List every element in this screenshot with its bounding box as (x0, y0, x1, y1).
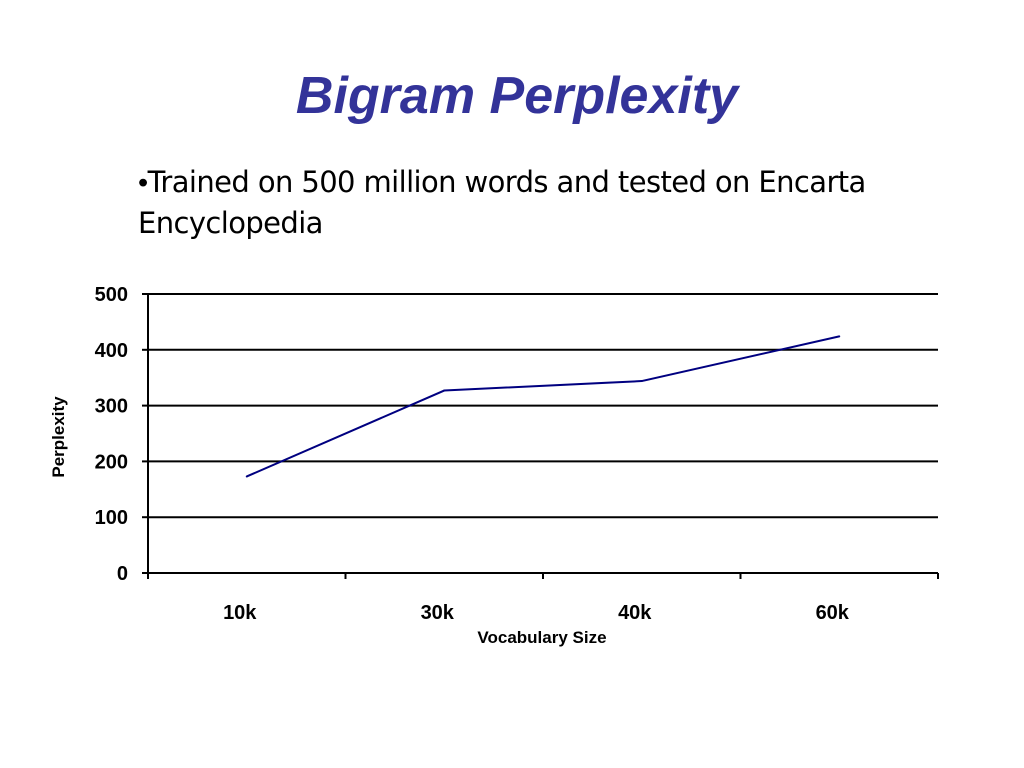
slide-title: Bigram Perplexity (295, 67, 739, 125)
y-tick-label: 400 (95, 340, 128, 362)
x-tick-label: 10k (223, 602, 257, 624)
y-tick-label: 100 (95, 507, 128, 529)
y-tick-label: 0 (117, 563, 128, 585)
y-axis-title: Perplexity (49, 396, 68, 478)
bullet-text: Trained on 500 million words and tested … (138, 165, 866, 240)
data-point (245, 475, 248, 478)
x-axis-title: Vocabulary Size (477, 628, 606, 647)
labels: 0 100 200 300 400 500 10k 30k 40k 60k Vocabulary S… (49, 284, 850, 647)
x-tick-label: 60k (816, 602, 850, 624)
y-tick-label: 300 (95, 396, 128, 418)
data-point (443, 389, 446, 392)
data-point (838, 335, 841, 338)
x-tick-label: 40k (618, 602, 652, 624)
gridlines (148, 293, 938, 519)
series-line-0 (246, 335, 840, 478)
bullet-marker: • (138, 167, 148, 199)
series (245, 335, 841, 478)
bullet-point: •Trained on 500 million words and tested… (138, 162, 958, 243)
x-tick-label: 30k (421, 602, 455, 624)
data-point (640, 380, 643, 383)
y-tick-label: 200 (95, 451, 128, 473)
axes (142, 293, 939, 579)
y-tick-label: 500 (95, 284, 128, 306)
